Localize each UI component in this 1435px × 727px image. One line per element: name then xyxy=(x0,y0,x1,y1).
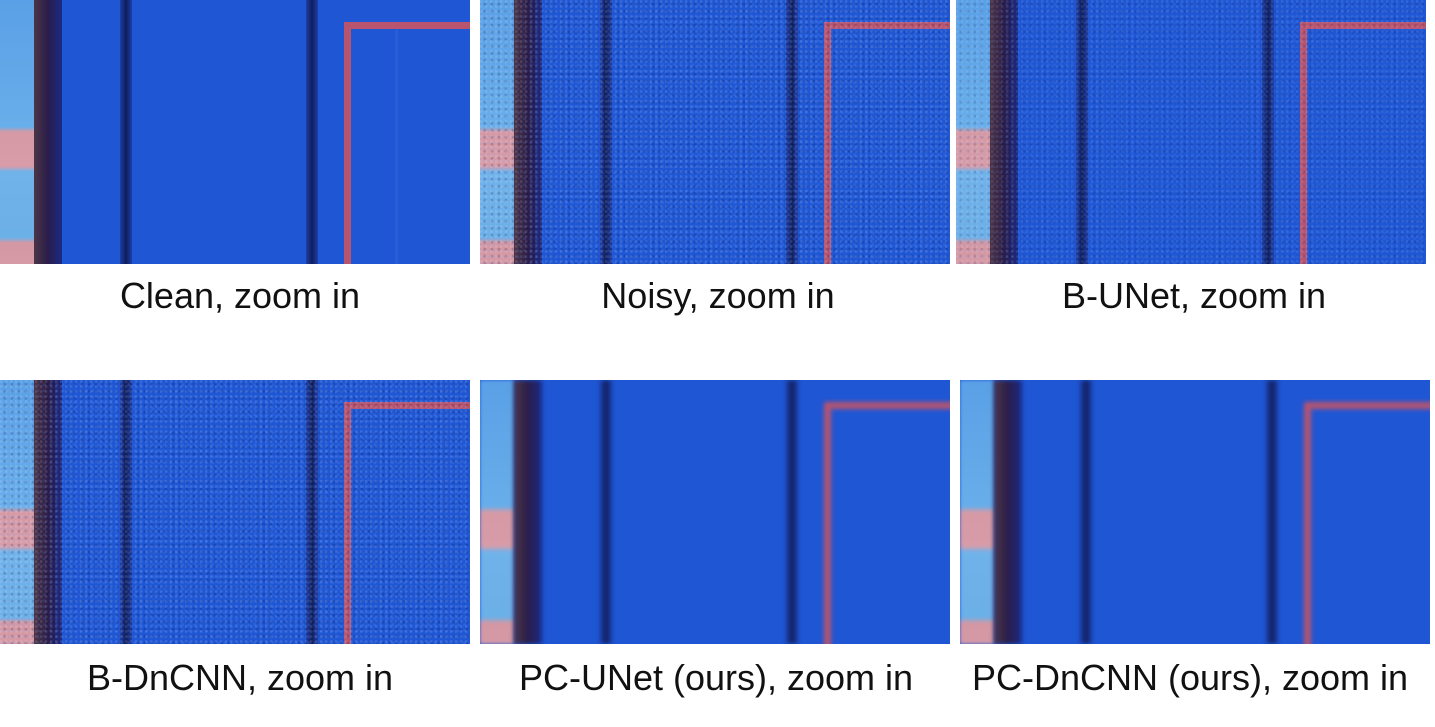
image-pc-dncnn xyxy=(960,380,1430,644)
vertical-line xyxy=(786,380,798,644)
left-color-strip xyxy=(0,0,34,264)
image-clean xyxy=(0,0,470,264)
blue-background xyxy=(960,380,1430,644)
dark-edge xyxy=(514,380,542,644)
blue-background xyxy=(956,0,1426,264)
red-frame xyxy=(344,402,470,644)
vertical-line xyxy=(600,380,612,644)
left-color-strip xyxy=(480,380,514,644)
caption-noisy: Noisy, zoom in xyxy=(601,275,835,316)
image-b-unet xyxy=(956,0,1426,264)
vertical-line xyxy=(120,380,132,644)
vertical-line xyxy=(306,380,318,644)
vertical-line xyxy=(786,0,798,264)
noise-overlay xyxy=(0,380,470,644)
dark-edge xyxy=(994,380,1022,644)
dark-edge xyxy=(514,0,542,264)
caption-clean: Clean, zoom in xyxy=(119,275,361,316)
vertical-line xyxy=(120,0,132,264)
vertical-line xyxy=(1262,0,1274,264)
vertical-line xyxy=(306,0,318,264)
red-frame xyxy=(824,402,950,644)
blue-background xyxy=(0,380,470,644)
caption-b-unet: B-UNet, zoom in xyxy=(1061,275,1327,316)
red-frame xyxy=(1304,402,1430,644)
left-color-strip xyxy=(960,380,994,644)
blue-background xyxy=(480,380,950,644)
inner-highlight xyxy=(395,30,398,264)
caption-pc-dncnn: PC-DnCNN (ours), zoom in xyxy=(971,657,1409,698)
caption-pc-unet: PC-UNet (ours), zoom in xyxy=(518,657,914,698)
dark-edge xyxy=(34,0,62,264)
image-b-dncnn xyxy=(0,380,470,644)
blue-background xyxy=(0,0,470,264)
red-frame xyxy=(824,22,950,264)
left-color-strip xyxy=(480,0,514,264)
vertical-line xyxy=(600,0,612,264)
dark-edge xyxy=(990,0,1018,264)
red-frame xyxy=(1300,22,1426,264)
left-color-strip xyxy=(956,0,990,264)
blue-background xyxy=(480,0,950,264)
caption-b-dncnn: B-DnCNN, zoom in xyxy=(86,657,394,698)
noise-overlay xyxy=(480,0,950,264)
vertical-line xyxy=(1076,0,1088,264)
red-frame xyxy=(344,22,470,264)
vertical-line xyxy=(1080,380,1092,644)
image-pc-unet xyxy=(480,380,950,644)
image-noisy xyxy=(480,0,950,264)
noise-overlay xyxy=(956,0,1426,264)
vertical-line xyxy=(1266,380,1278,644)
left-color-strip xyxy=(0,380,34,644)
dark-edge xyxy=(34,380,62,644)
